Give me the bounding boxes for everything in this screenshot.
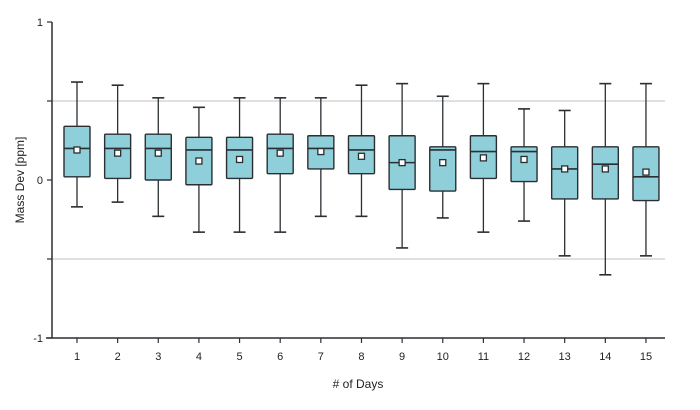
y-tick-label: -1 xyxy=(33,333,43,345)
box-iqr xyxy=(144,133,172,181)
x-tick-label: 13 xyxy=(559,351,571,363)
mean-marker xyxy=(357,152,366,160)
mean-marker xyxy=(520,155,528,164)
x-tick-label: 7 xyxy=(318,351,324,363)
x-tick-label: 15 xyxy=(640,351,652,363)
box-11 xyxy=(469,82,498,233)
x-tick-label: 10 xyxy=(437,351,449,363)
x-tick-label: 14 xyxy=(599,351,611,363)
mean-marker xyxy=(235,155,244,164)
box-iqr xyxy=(550,146,579,200)
x-tick-label: 1 xyxy=(74,351,80,363)
mean-marker xyxy=(154,149,162,157)
x-tick-label: 4 xyxy=(196,351,202,363)
x-tick-label: 5 xyxy=(236,351,242,363)
x-tick-label: 3 xyxy=(155,351,161,363)
x-tick-label: 12 xyxy=(518,351,530,363)
box-7 xyxy=(307,97,335,218)
x-tick-label: 2 xyxy=(115,351,121,363)
box-13 xyxy=(550,109,579,257)
box-12 xyxy=(510,108,538,222)
x-tick-label: 11 xyxy=(478,351,489,363)
box-5 xyxy=(225,97,254,233)
mean-marker xyxy=(479,154,488,162)
box-iqr xyxy=(591,146,620,200)
box-15 xyxy=(632,82,660,257)
mean-marker xyxy=(642,168,650,176)
x-tick-label: 8 xyxy=(358,351,364,363)
x-tick-label: 9 xyxy=(399,351,405,363)
y-tick-label: 1 xyxy=(37,17,43,29)
box-10 xyxy=(429,95,457,219)
box-1 xyxy=(63,81,91,208)
mean-marker xyxy=(276,149,284,157)
mean-marker xyxy=(113,149,122,157)
box-iqr xyxy=(429,146,457,192)
mean-marker xyxy=(601,165,609,173)
box-4 xyxy=(185,106,213,233)
box-14 xyxy=(591,82,620,276)
box-6 xyxy=(266,97,294,233)
mean-marker xyxy=(398,158,406,167)
y-axis-label: Mass Dev [ppm] xyxy=(13,137,27,224)
box-8 xyxy=(347,84,376,218)
x-tick-label: 6 xyxy=(277,351,283,363)
mean-marker xyxy=(73,146,81,154)
box-2 xyxy=(103,84,132,203)
mean-marker xyxy=(561,165,569,173)
box-9 xyxy=(388,82,416,249)
mean-marker xyxy=(439,158,447,167)
x-axis-label: # of Days xyxy=(333,377,384,391)
y-tick-label: 0 xyxy=(37,175,43,187)
mean-marker xyxy=(317,147,325,156)
mean-marker xyxy=(195,157,203,165)
box-iqr xyxy=(510,146,538,183)
box-3 xyxy=(144,97,172,218)
